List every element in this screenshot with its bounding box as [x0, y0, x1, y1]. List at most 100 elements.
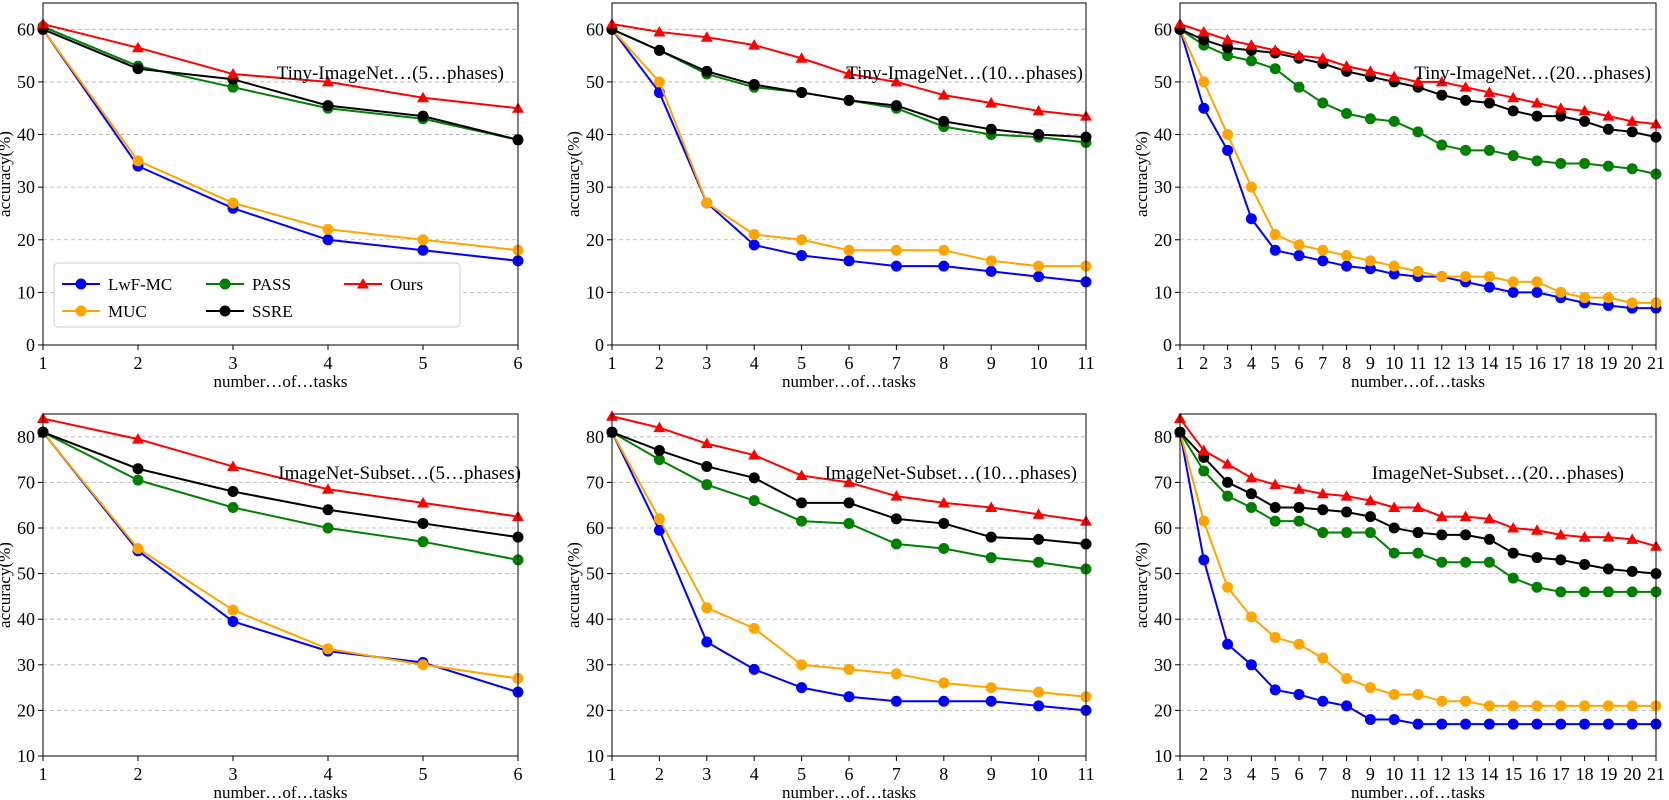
- point-ours: [1531, 96, 1543, 108]
- point-ours: [700, 31, 713, 42]
- x-tick-label: 14: [1480, 764, 1498, 784]
- point-pass: [1507, 572, 1519, 584]
- point-ours: [1388, 70, 1401, 82]
- panel-2: 0 10 20 30 40 50 60 1 2 3 4 5 6 7 8 9 10 11 number…of…task…: [564, 2, 1095, 391]
- y-tick-label: 80: [1154, 427, 1172, 447]
- point-ssre: [653, 444, 665, 456]
- axes-frame: [611, 2, 1087, 346]
- point-ours: [985, 96, 998, 108]
- point-pass: [1388, 115, 1400, 127]
- point-lwf-mc: [796, 682, 808, 694]
- x-tick-label: 8: [939, 764, 948, 784]
- panel-title: Tiny-ImageNet…(5…phases): [277, 63, 504, 84]
- point-ours: [985, 501, 998, 512]
- legend-label-ssre: SSRE: [252, 302, 293, 321]
- series-line-muc: [42, 28, 519, 252]
- point-ours: [1507, 522, 1520, 533]
- point-pass: [1364, 527, 1376, 539]
- point-pass: [1222, 50, 1234, 62]
- x-tick-label: 6: [514, 353, 523, 373]
- panel-title: ImageNet-Subset…(20…phases): [1372, 463, 1624, 484]
- y-tick-label: 80: [17, 427, 35, 447]
- x-tick-label: 2: [655, 764, 664, 784]
- point-lwf-mc: [843, 691, 855, 703]
- point-ssre: [938, 517, 950, 529]
- y-tick-label: 10: [1154, 282, 1172, 302]
- x-tick-label: 5: [1271, 353, 1280, 373]
- axes-frame: [42, 2, 519, 346]
- x-tick-label: 11: [1409, 764, 1426, 784]
- y-axis-label: accuracy(%): [564, 542, 583, 628]
- point-muc: [1531, 276, 1543, 288]
- x-tick-label: 6: [1295, 353, 1304, 373]
- y-tick-label: 20: [586, 230, 604, 250]
- x-tick-label: 4: [324, 353, 333, 373]
- point-ours: [1293, 483, 1305, 494]
- point-muc: [1198, 76, 1210, 88]
- point-lwf-mc: [701, 636, 713, 648]
- point-muc: [796, 659, 808, 671]
- x-tick-label: 20: [1623, 764, 1641, 784]
- x-tick-label: 1: [39, 353, 48, 373]
- legend-marker-ssre: [219, 305, 231, 317]
- point-ours: [227, 460, 239, 471]
- point-ssre: [1483, 533, 1495, 545]
- point-pass: [701, 479, 713, 491]
- point-ours: [1459, 81, 1472, 92]
- point-lwf-mc: [843, 255, 855, 267]
- point-ssre: [1222, 42, 1234, 54]
- y-tick-label: 60: [17, 19, 35, 39]
- point-lwf-mc: [1364, 263, 1376, 275]
- point-pass: [1293, 515, 1305, 527]
- y-tick-label: 40: [1154, 609, 1172, 629]
- y-tick-label: 50: [17, 564, 35, 584]
- point-lwf-mc: [1033, 271, 1045, 283]
- point-ssre: [796, 497, 808, 509]
- x-axis-label: number…of…tasks: [1351, 783, 1485, 800]
- x-tick-label: 15: [1504, 353, 1522, 373]
- series-line-muc: [42, 431, 519, 680]
- y-tick-label: 60: [17, 518, 35, 538]
- y-tick-label: 40: [1154, 125, 1172, 145]
- point-ssre: [322, 100, 334, 112]
- x-tick-label: 12: [1433, 764, 1451, 784]
- point-pass: [1483, 556, 1495, 568]
- point-ssre: [1579, 115, 1591, 127]
- point-muc: [1269, 631, 1281, 643]
- point-lwf-mc: [1317, 695, 1329, 707]
- point-ours: [1197, 25, 1210, 37]
- point-lwf-mc: [1245, 213, 1257, 225]
- point-lwf-mc: [1198, 554, 1210, 566]
- point-muc: [701, 602, 713, 614]
- legend-label-pass: PASS: [252, 275, 291, 294]
- legend-marker-pass: [219, 278, 231, 290]
- panel-title: ImageNet-Subset…(5…phases): [278, 463, 521, 484]
- point-lwf-mc: [748, 239, 760, 251]
- point-pass: [1555, 586, 1567, 598]
- point-ssre: [843, 94, 855, 106]
- point-ssre: [796, 86, 808, 98]
- point-muc: [1507, 700, 1519, 712]
- point-pass: [890, 538, 902, 550]
- point-ours: [1221, 458, 1234, 469]
- y-tick-label: 20: [17, 700, 35, 720]
- point-muc: [1293, 638, 1305, 650]
- point-ssre: [1626, 126, 1638, 138]
- axes-frame: [611, 413, 1087, 757]
- point-muc: [322, 223, 334, 235]
- y-tick-label: 80: [586, 427, 604, 447]
- point-lwf-mc: [1222, 638, 1234, 650]
- point-lwf-mc: [1602, 300, 1614, 312]
- series-line-pass: [42, 431, 519, 561]
- point-ours: [1364, 494, 1377, 506]
- x-tick-label: 3: [229, 764, 238, 784]
- point-ssre: [1198, 34, 1210, 46]
- y-tick-label: 10: [586, 282, 604, 302]
- y-tick-label: 20: [1154, 230, 1172, 250]
- y-tick-label: 10: [17, 746, 35, 766]
- point-muc: [748, 229, 760, 241]
- x-tick-label: 1: [608, 764, 617, 784]
- x-tick-label: 7: [1318, 353, 1327, 373]
- point-ours: [1245, 471, 1258, 483]
